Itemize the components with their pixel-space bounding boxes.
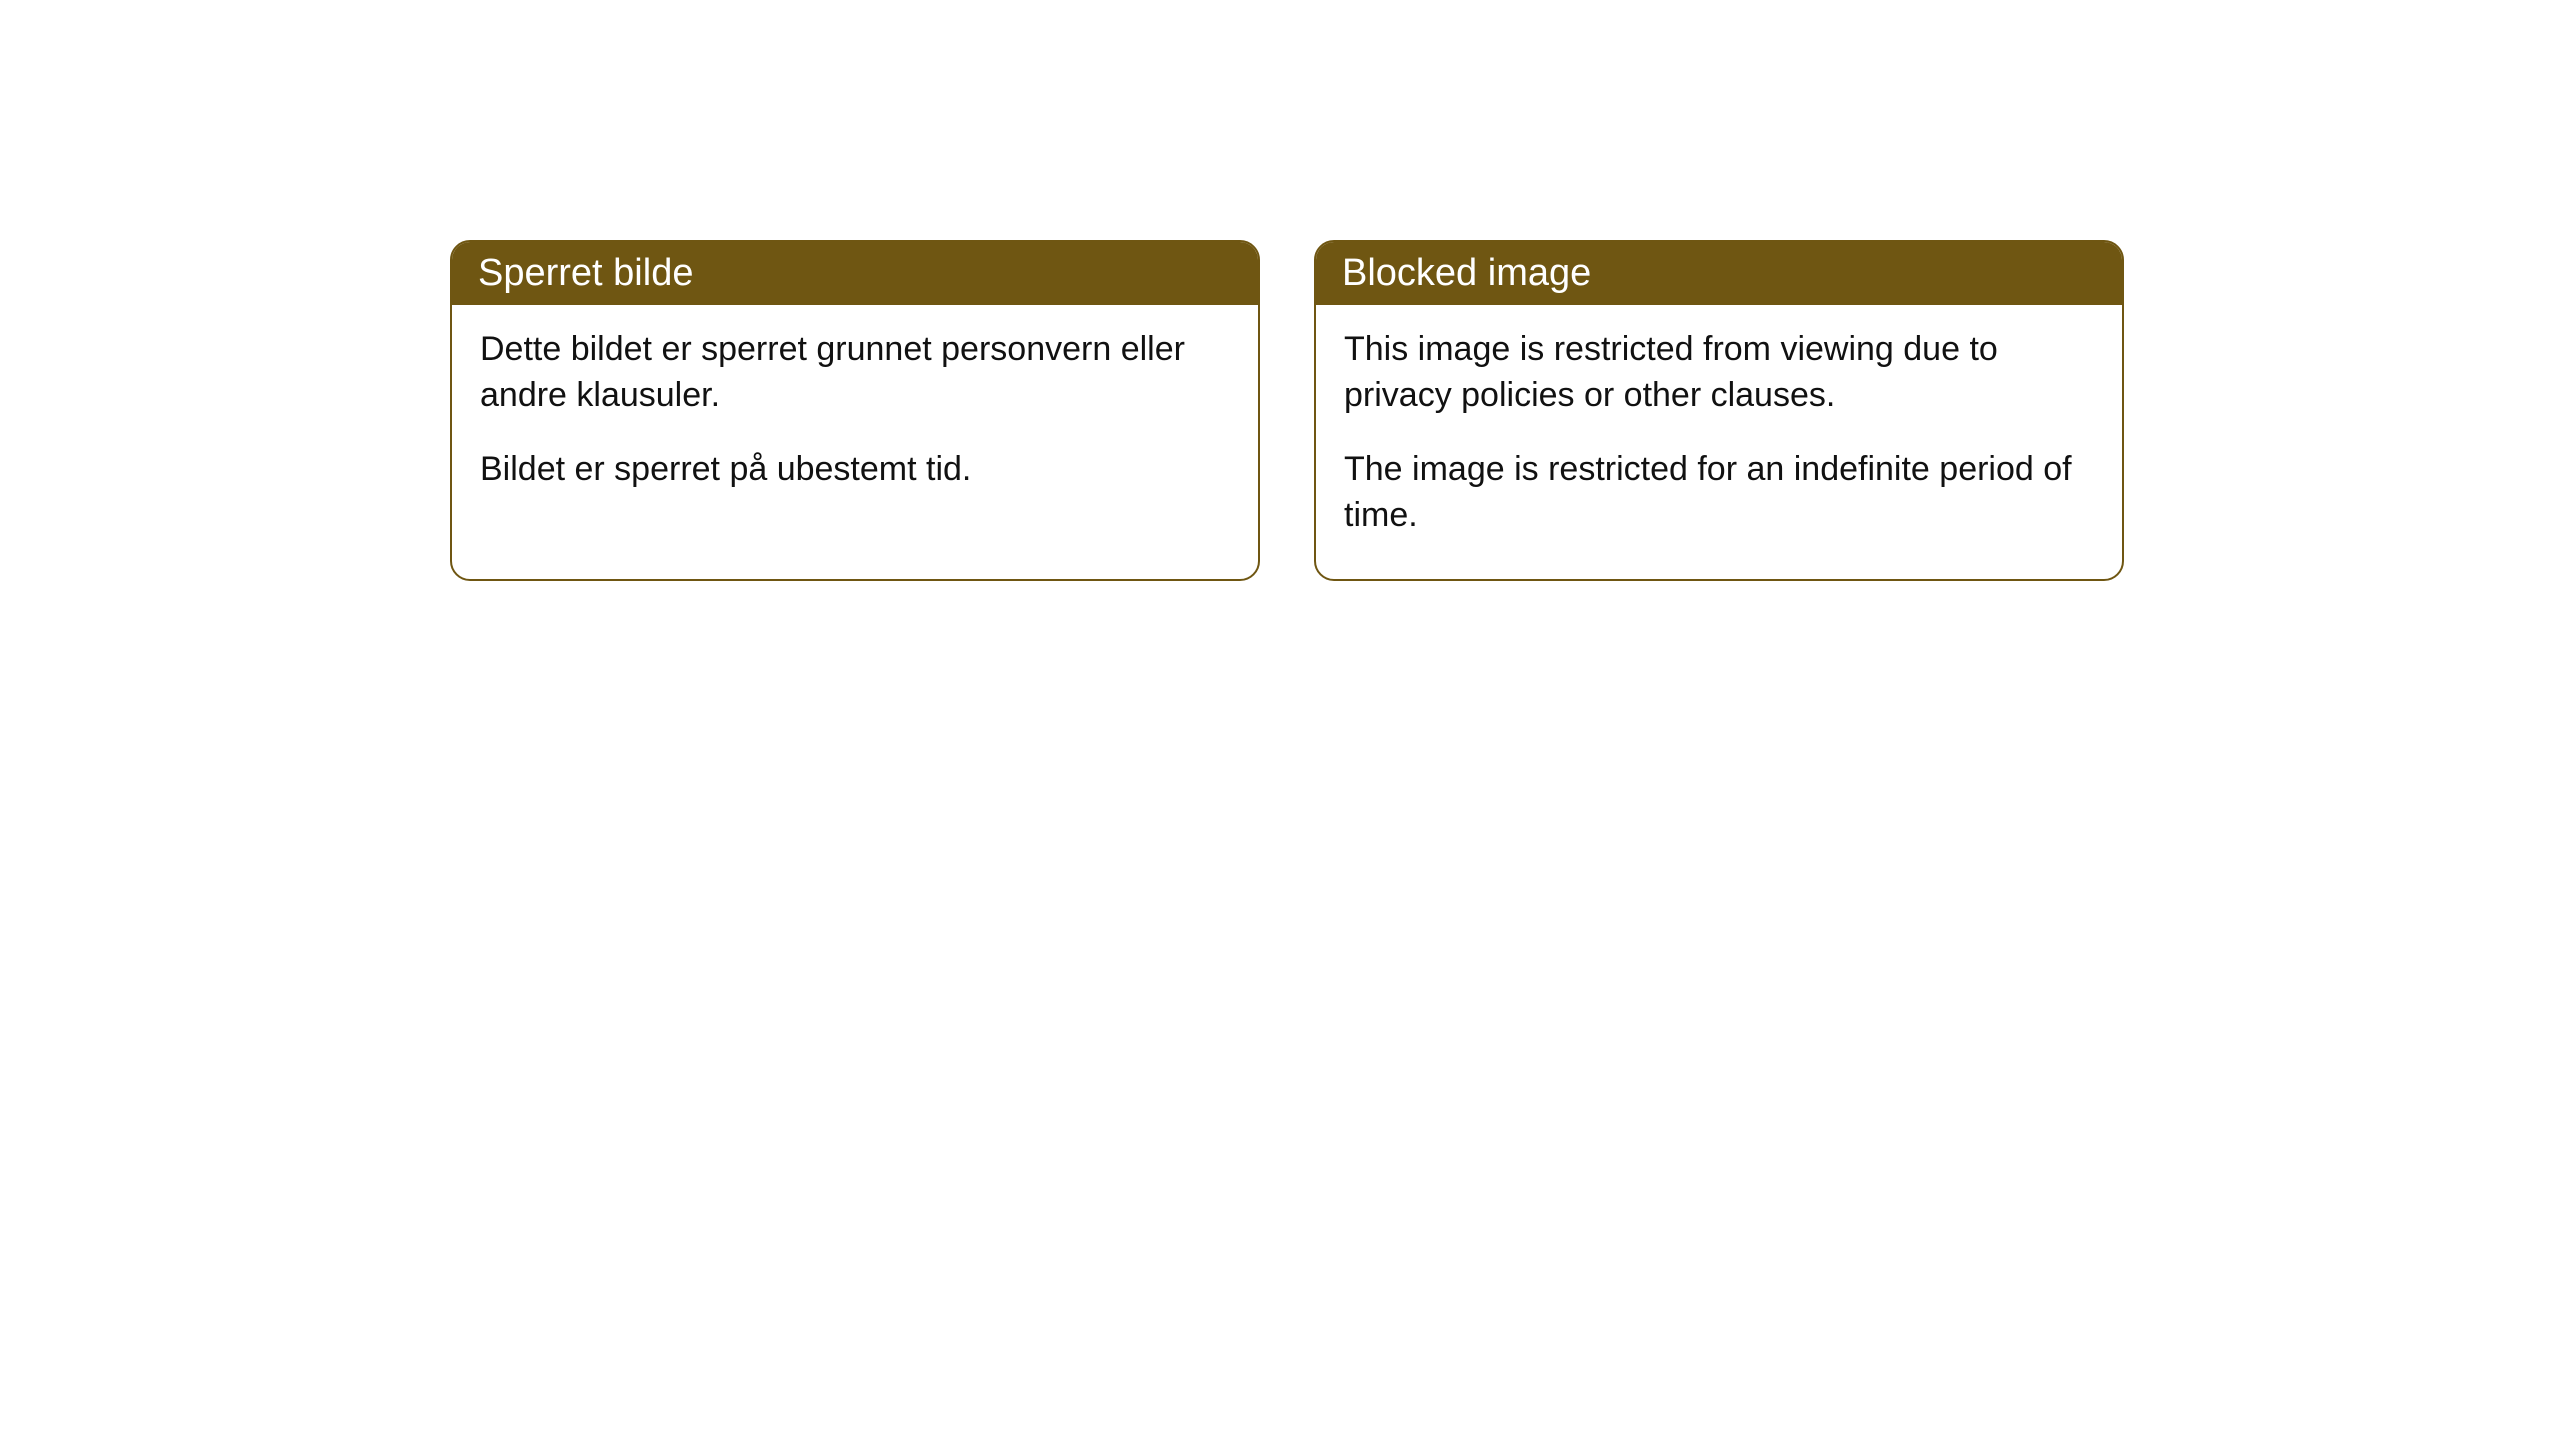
card-header-no: Sperret bilde	[452, 242, 1258, 305]
card-body-en: This image is restricted from viewing du…	[1316, 305, 2122, 579]
card-body-no: Dette bildet er sperret grunnet personve…	[452, 305, 1258, 533]
card-paragraph-no-2: Bildet er sperret på ubestemt tid.	[480, 447, 1230, 493]
card-paragraph-en-1: This image is restricted from viewing du…	[1344, 327, 2094, 419]
blocked-image-card-no: Sperret bilde Dette bildet er sperret gr…	[450, 240, 1260, 581]
card-paragraph-en-2: The image is restricted for an indefinit…	[1344, 447, 2094, 539]
card-paragraph-no-1: Dette bildet er sperret grunnet personve…	[480, 327, 1230, 419]
card-header-en: Blocked image	[1316, 242, 2122, 305]
card-title-en: Blocked image	[1342, 252, 1591, 294]
notice-cards-container: Sperret bilde Dette bildet er sperret gr…	[0, 0, 2560, 581]
card-title-no: Sperret bilde	[478, 252, 693, 294]
blocked-image-card-en: Blocked image This image is restricted f…	[1314, 240, 2124, 581]
